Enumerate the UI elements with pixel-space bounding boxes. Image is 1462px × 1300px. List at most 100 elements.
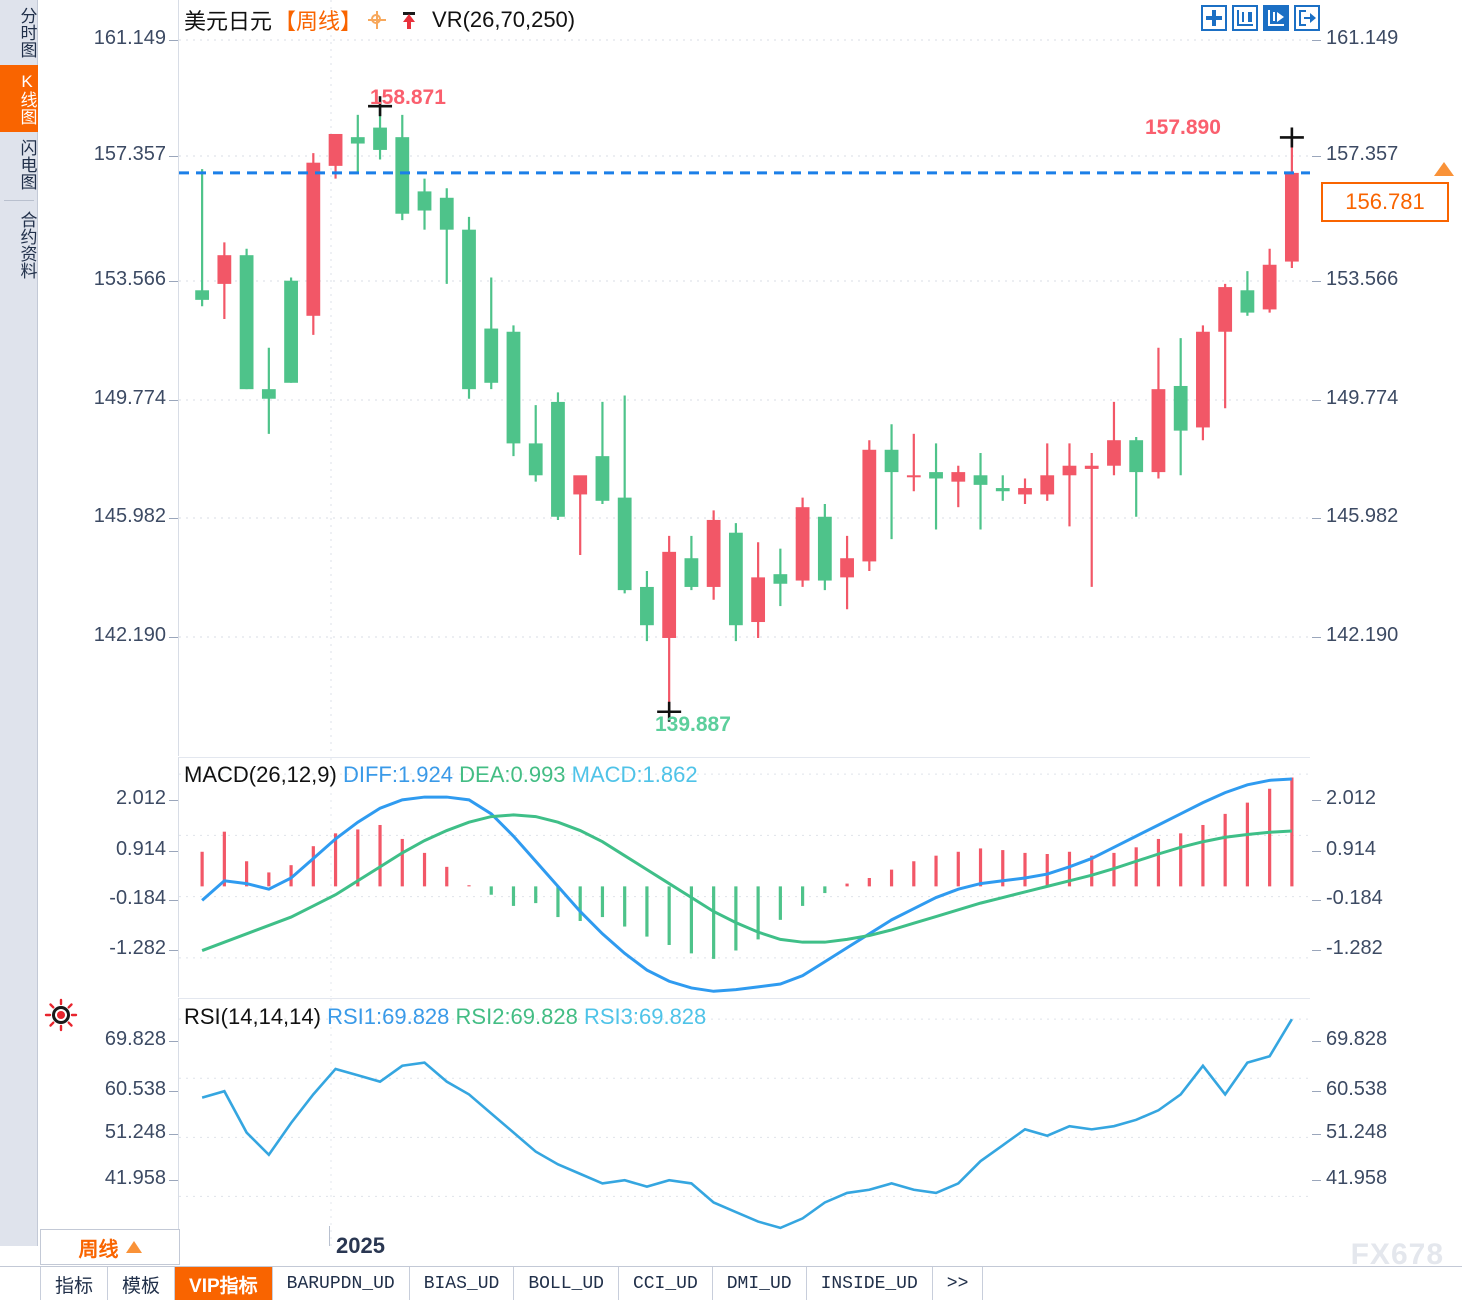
- candlestick: [217, 242, 232, 319]
- tab-more[interactable]: >>: [933, 1267, 984, 1300]
- measure-icon[interactable]: [1232, 5, 1258, 31]
- macd-diff-value: DIFF:1.924: [342, 762, 454, 787]
- tab-vip-indicator[interactable]: VIP指标: [175, 1267, 273, 1300]
- axis-tick-mark: [1312, 518, 1321, 519]
- price-chart-panel[interactable]: [178, 0, 1310, 756]
- period-label: 【周线】: [274, 9, 363, 34]
- rsi-title: RSI(14,14,14): [184, 1004, 321, 1029]
- tab-label: BARUPDN_UD: [286, 1274, 395, 1294]
- symbol-name: 美元日元: [184, 9, 273, 34]
- candlestick: [239, 248, 254, 390]
- sidebar-item-candlestick[interactable]: K线图: [0, 65, 38, 132]
- candlestick: [284, 277, 298, 383]
- exit-icon[interactable]: [1294, 5, 1320, 31]
- price-axis-right: 161.149 157.357 153.566 149.774 145.982 142.1…: [1310, 0, 1462, 1246]
- axis-tick-mark: [169, 800, 178, 801]
- candlestick: [884, 424, 899, 540]
- rsi-axis-tick-left: 69.828: [104, 1028, 166, 1050]
- sidebar-divider: [3, 200, 34, 201]
- chart-toolbar: [1201, 5, 1320, 31]
- tab-dmi-ud[interactable]: DMI_UD: [713, 1267, 807, 1300]
- candlestick: [773, 548, 788, 607]
- candlestick: [350, 114, 365, 173]
- sidebar-item-contract-info[interactable]: 合约资料: [0, 204, 38, 286]
- candlestick: [795, 497, 810, 587]
- price-axis-tick-right: 153.566: [1326, 268, 1399, 290]
- sidebar-item-timeshare[interactable]: 分时图: [0, 0, 38, 65]
- rsi-axis-tick-right: 60.538: [1326, 1078, 1388, 1100]
- axis-tick-mark: [169, 900, 178, 901]
- high-annotation-left: 158.871: [370, 86, 446, 109]
- tab-inside-ud[interactable]: INSIDE_UD: [807, 1267, 933, 1300]
- tab-bias-ud[interactable]: BIAS_UD: [410, 1267, 515, 1300]
- triangle-up-icon: [125, 1241, 142, 1253]
- axis-tick-mark: [169, 637, 178, 638]
- tab-label: CCI_UD: [632, 1274, 698, 1294]
- candlestick: [439, 188, 454, 284]
- tab-boll-ud[interactable]: BOLL_UD: [514, 1267, 619, 1300]
- candlestick: [840, 535, 854, 610]
- tab-label: >>: [946, 1274, 969, 1294]
- axis-tick-mark: [169, 156, 178, 157]
- macd-axis-tick-right: 2.012: [1326, 787, 1377, 809]
- candlestick: [617, 395, 632, 594]
- candlestick: [1040, 443, 1055, 501]
- high-annotation-right: 157.890: [1145, 116, 1221, 139]
- axis-tick-mark: [1312, 1180, 1321, 1181]
- axis-tick-mark: [1312, 637, 1321, 638]
- rsi1-value: RSI1:69.828: [327, 1004, 450, 1029]
- macd-chart-panel[interactable]: [178, 757, 1310, 997]
- price-axis-tick-right: 149.774: [1326, 387, 1399, 409]
- sidebar-item-label: 分时图: [17, 7, 37, 58]
- macd-hist-value: MACD:1.862: [571, 762, 698, 787]
- axis-tick-mark: [1312, 40, 1321, 41]
- candlestick: [951, 465, 966, 508]
- axis-tick-mark: [1312, 400, 1321, 401]
- axis-tick-mark: [1312, 281, 1321, 282]
- candlestick: [817, 504, 832, 591]
- axis-tick-mark: [169, 40, 178, 41]
- rsi-axis-tick-right: 41.958: [1326, 1167, 1388, 1189]
- candlestick: [195, 169, 210, 307]
- axis-tick-mark: [169, 1180, 178, 1181]
- candlestick: [573, 475, 588, 556]
- price-extreme-marker: [1279, 127, 1304, 148]
- axis-tick-mark: [1312, 851, 1321, 852]
- sun-icon[interactable]: [44, 998, 78, 1032]
- period-selector-button[interactable]: 周线: [40, 1229, 180, 1265]
- price-extreme-marker: [657, 701, 682, 722]
- candlestick: [973, 452, 988, 530]
- chart-title-bar: 美元日元 【周线】 VR(26,70,250): [184, 4, 575, 36]
- tab-barupdn-ud[interactable]: BARUPDN_UD: [273, 1267, 410, 1300]
- macd-title: MACD(26,12,9): [184, 762, 337, 787]
- up-arrow-icon[interactable]: [399, 10, 419, 30]
- axis-tick-mark: [169, 400, 178, 401]
- last-price-tag[interactable]: 156.781: [1321, 182, 1449, 222]
- tab-template[interactable]: 模板: [108, 1267, 176, 1300]
- candlestick: [1284, 137, 1299, 268]
- sidebar-item-lightning[interactable]: 闪电图: [0, 132, 38, 197]
- axis-tick-mark: [169, 950, 178, 951]
- tab-cci-ud[interactable]: CCI_UD: [619, 1267, 713, 1300]
- macd-dea-value: DEA:0.993: [459, 762, 566, 787]
- price-axis-tick-left: 153.566: [93, 268, 166, 290]
- tab-indicator[interactable]: 指标: [40, 1267, 109, 1300]
- rsi-axis-tick-left: 41.958: [104, 1167, 166, 1189]
- candlestick: [1107, 401, 1121, 476]
- candlestick: [706, 510, 721, 600]
- price-axis-tick-right: 161.149: [1326, 27, 1399, 49]
- price-axis-tick-right: 142.190: [1326, 624, 1399, 646]
- axis-tick-mark: [1312, 1091, 1321, 1092]
- fit-chart-icon[interactable]: [1201, 5, 1227, 31]
- price-extreme-marker: [368, 96, 393, 117]
- play-forward-icon[interactable]: [1263, 5, 1289, 31]
- bottom-tab-bar: 指标 模板 VIP指标 BARUPDN_UD BIAS_UD BOLL_UD CCI_UD D…: [0, 1266, 1462, 1300]
- low-annotation: 139.887: [655, 713, 731, 736]
- year-axis-tick: [329, 1226, 330, 1246]
- tab-label: VIP指标: [189, 1275, 258, 1297]
- tab-label: 指标: [55, 1275, 94, 1297]
- candlestick: [929, 443, 943, 530]
- rsi-chart-panel[interactable]: [178, 998, 1310, 1246]
- crosshair-icon[interactable]: [368, 11, 387, 29]
